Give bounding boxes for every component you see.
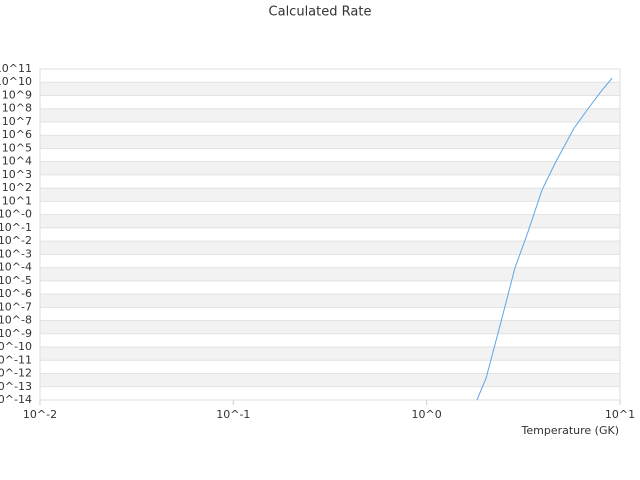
y-tick-label: 10^-2 — [0, 234, 32, 247]
y-tick-label: 10^-7 — [0, 300, 32, 313]
y-tick-label: 10^-4 — [0, 261, 32, 274]
y-tick-label: 10^-9 — [0, 327, 32, 340]
x-tick-label: 10^1 — [605, 408, 635, 421]
y-tick-label: 10^1 — [2, 194, 32, 207]
grid-band — [40, 214, 620, 228]
grid-band — [40, 82, 620, 96]
plot-border — [39, 68, 621, 401]
y-tick-label: 10^-8 — [0, 314, 32, 327]
grid-band — [40, 161, 620, 175]
y-tick-label: 10^-10 — [0, 340, 32, 353]
y-tick-label: 10^-3 — [0, 247, 32, 260]
y-tick-label: 10^5 — [2, 141, 32, 154]
y-tick-label: 10^-12 — [0, 367, 32, 380]
chart-title: Calculated Rate — [269, 5, 372, 20]
y-tick-label: 10^-1 — [0, 221, 32, 234]
grid-band — [40, 135, 620, 149]
y-tick-label: 10^-5 — [0, 274, 32, 287]
y-tick-label: 10^8 — [2, 102, 32, 115]
grid-band — [40, 241, 620, 255]
grid-band — [40, 108, 620, 122]
y-tick-label: 10^-14 — [0, 393, 32, 406]
grid-band — [40, 188, 620, 202]
grid-band — [40, 267, 620, 281]
y-tick-label: 10^-13 — [0, 380, 32, 393]
x-tick-label: 10^-2 — [23, 408, 57, 421]
y-tick-label: 10^3 — [2, 168, 32, 181]
grid-band — [40, 347, 620, 361]
y-tick-label: 10^11 — [0, 62, 32, 75]
x-tick-label: 10^-1 — [216, 408, 250, 421]
y-tick-label: 10^4 — [2, 155, 32, 168]
y-tick-label: 10^-0 — [0, 208, 32, 221]
grid-band — [40, 373, 620, 387]
y-tick-label: 10^6 — [2, 128, 32, 141]
grid-band — [40, 320, 620, 334]
y-tick-label: 10^2 — [2, 181, 32, 194]
y-tick-label: 10^7 — [2, 115, 32, 128]
y-tick-label: 10^-11 — [0, 353, 32, 366]
grid-band — [40, 294, 620, 308]
y-tick-label: 10^10 — [0, 75, 32, 88]
y-tick-label: 10^9 — [2, 88, 32, 101]
y-tick-label: 10^-6 — [0, 287, 32, 300]
data-line — [476, 77, 613, 401]
x-tick-label: 10^0 — [412, 408, 442, 421]
x-axis-label: Temperature (GK) — [521, 424, 620, 437]
